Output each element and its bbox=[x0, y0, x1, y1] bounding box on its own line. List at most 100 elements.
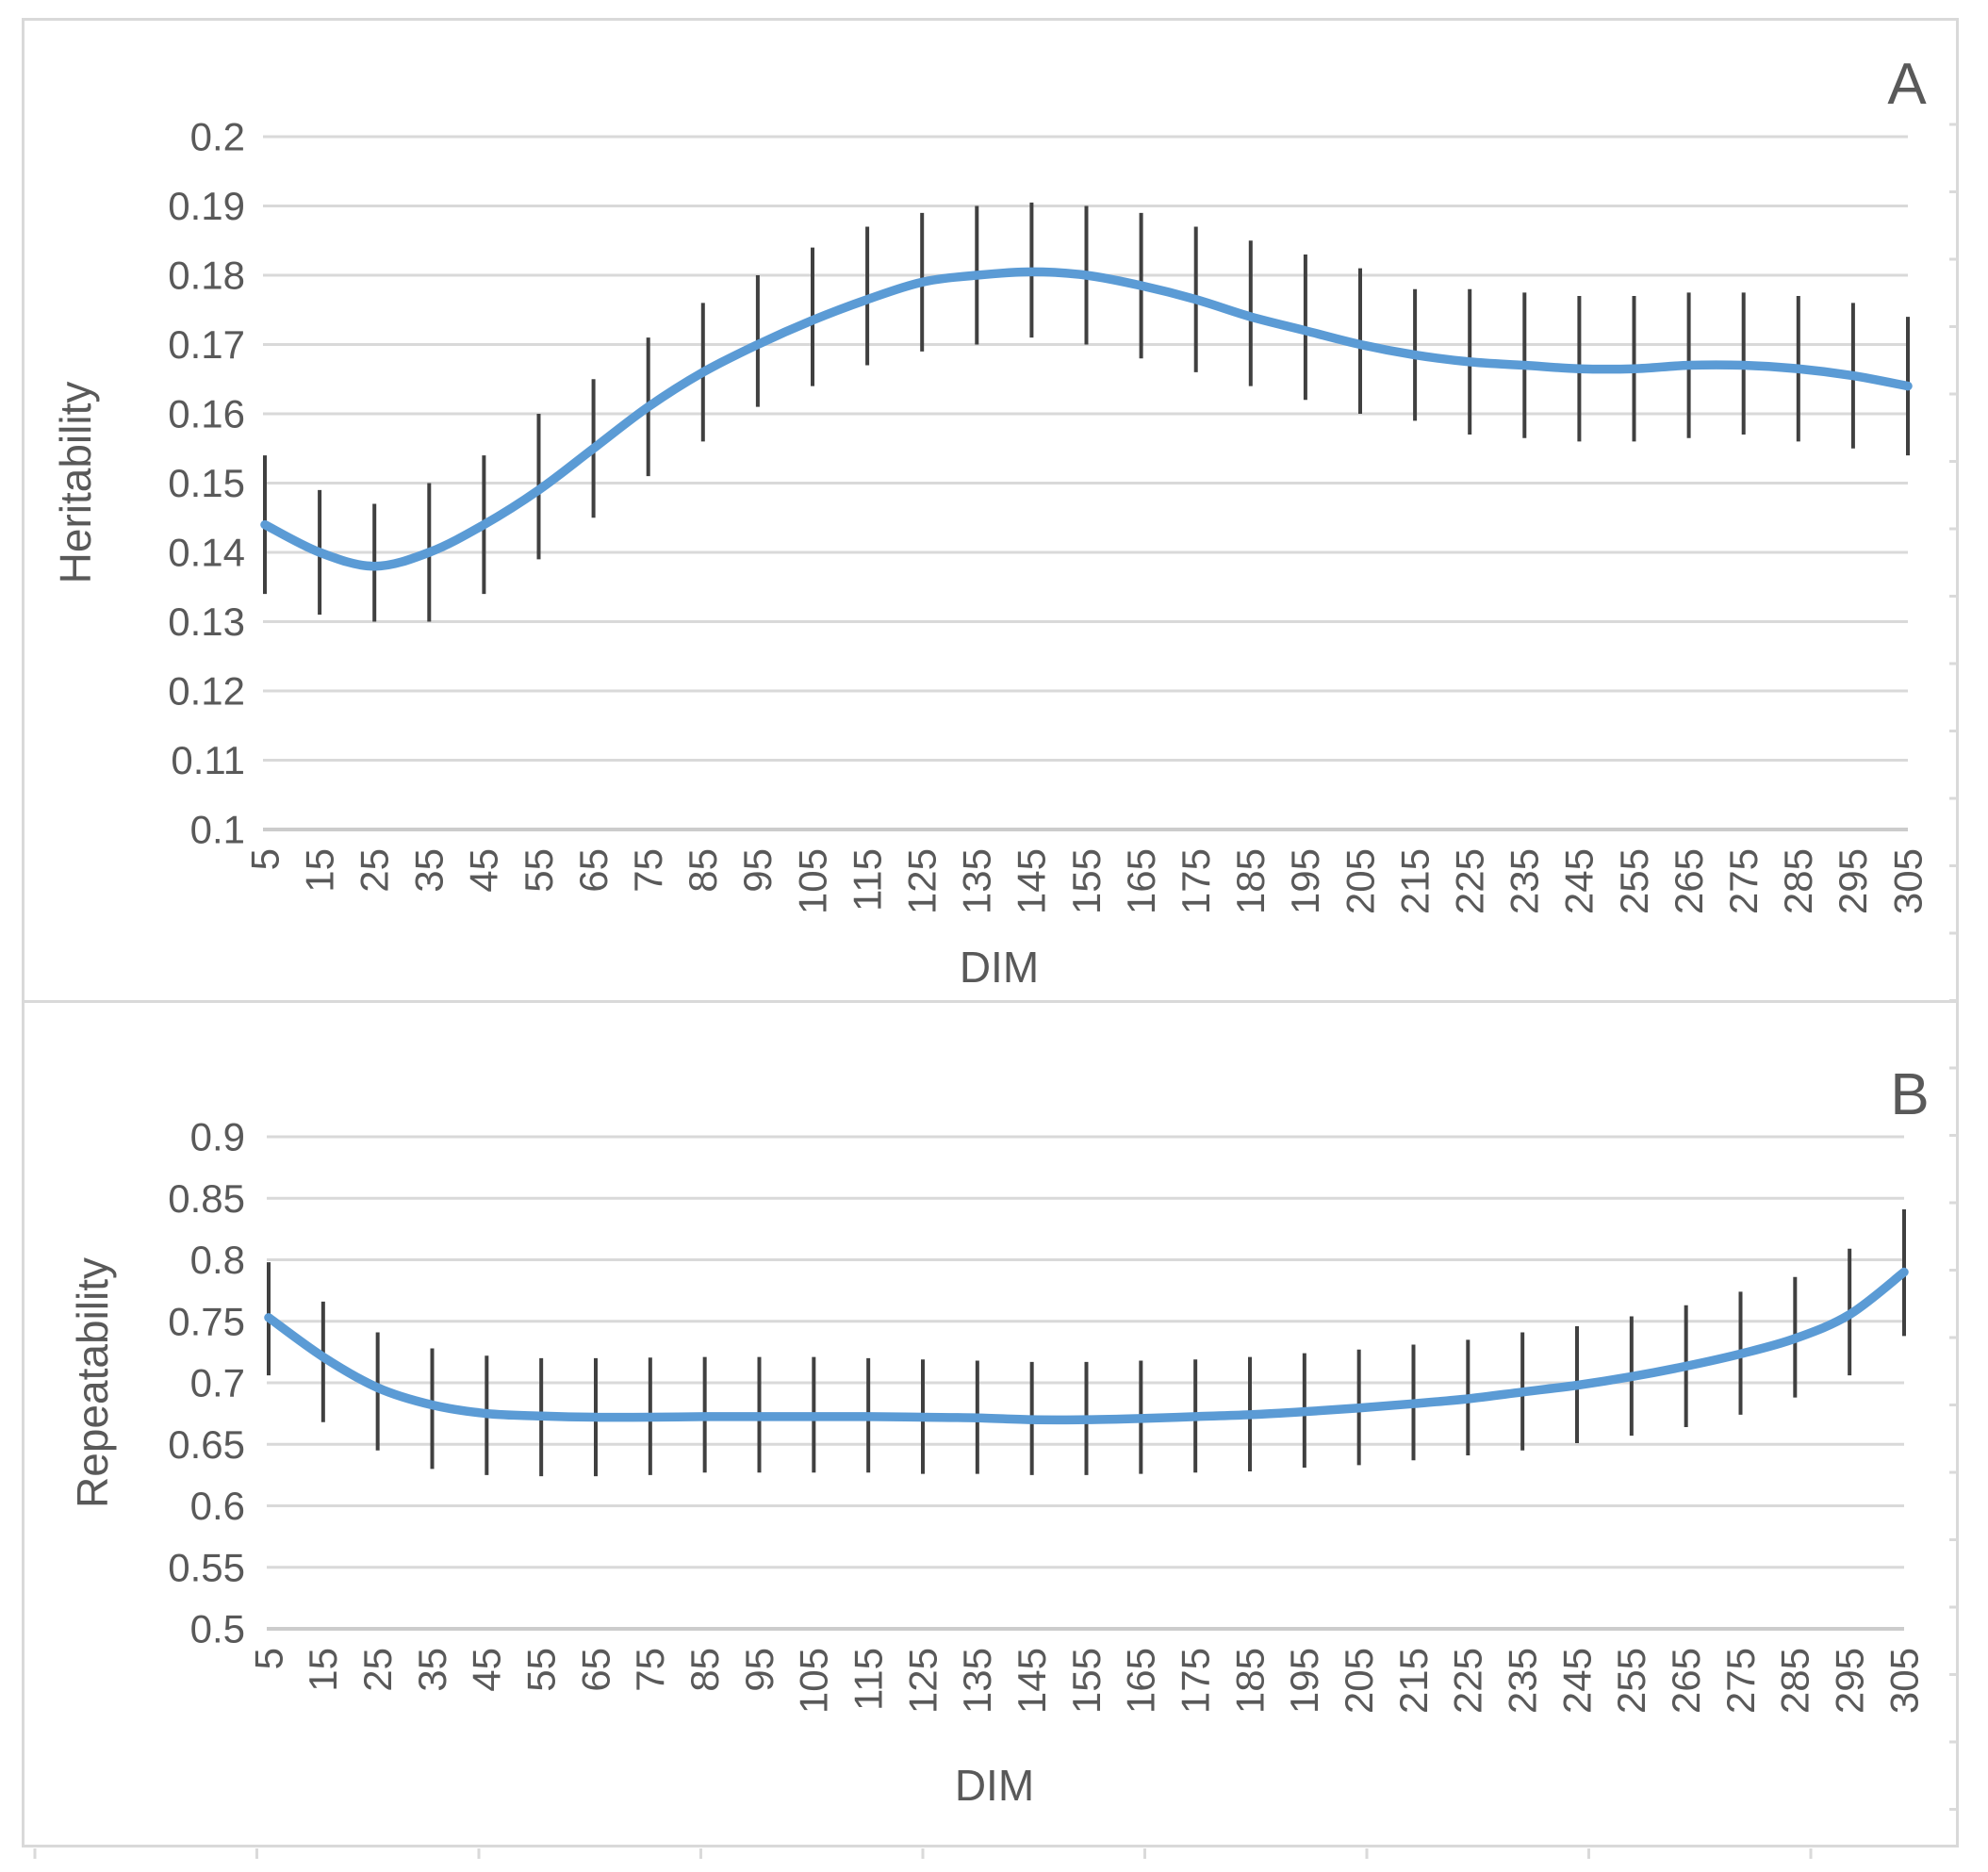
svg-text:105: 105 bbox=[790, 848, 834, 914]
panel-label-b: B bbox=[1890, 1062, 1929, 1127]
svg-text:5: 5 bbox=[246, 1648, 290, 1669]
svg-text:15: 15 bbox=[301, 1648, 345, 1692]
svg-text:0.15: 0.15 bbox=[168, 461, 245, 505]
svg-text:265: 265 bbox=[1664, 1648, 1708, 1714]
y-axis-title-b: Repeatability bbox=[68, 1257, 117, 1508]
svg-text:235: 235 bbox=[1503, 848, 1547, 914]
svg-text:195: 195 bbox=[1282, 1648, 1326, 1714]
svg-text:0.75: 0.75 bbox=[168, 1299, 245, 1343]
svg-text:255: 255 bbox=[1609, 1648, 1653, 1714]
svg-text:75: 75 bbox=[626, 848, 670, 893]
svg-text:0.13: 0.13 bbox=[168, 599, 245, 644]
svg-text:0.19: 0.19 bbox=[168, 184, 245, 228]
svg-text:95: 95 bbox=[735, 848, 780, 893]
svg-text:0.9: 0.9 bbox=[190, 1115, 245, 1159]
svg-text:125: 125 bbox=[899, 848, 944, 914]
svg-text:35: 35 bbox=[410, 1648, 454, 1692]
svg-text:275: 275 bbox=[1721, 848, 1766, 914]
svg-text:0.12: 0.12 bbox=[168, 669, 245, 714]
svg-text:135: 135 bbox=[955, 848, 999, 914]
svg-text:305: 305 bbox=[1885, 848, 1930, 914]
svg-text:45: 45 bbox=[462, 848, 506, 893]
svg-text:245: 245 bbox=[1557, 848, 1602, 914]
svg-text:15: 15 bbox=[297, 848, 341, 893]
svg-text:55: 55 bbox=[518, 1648, 563, 1692]
svg-text:185: 185 bbox=[1227, 1648, 1272, 1714]
svg-text:0.85: 0.85 bbox=[168, 1176, 245, 1221]
y-axis-title-a: Heritability bbox=[51, 382, 100, 584]
svg-text:245: 245 bbox=[1554, 1648, 1599, 1714]
svg-text:155: 155 bbox=[1064, 848, 1109, 914]
svg-text:225: 225 bbox=[1447, 848, 1491, 914]
svg-text:215: 215 bbox=[1391, 1648, 1436, 1714]
svg-text:235: 235 bbox=[1500, 1648, 1544, 1714]
x-tick-labels-a: 5 15 25 35 45 55 65 75 85 95 105 115 125 135 145 155 165… bbox=[242, 848, 1930, 914]
svg-text:265: 265 bbox=[1667, 848, 1711, 914]
series-line-a bbox=[260, 267, 1913, 571]
svg-text:205: 205 bbox=[1338, 848, 1382, 914]
svg-text:285: 285 bbox=[1776, 848, 1820, 914]
panel-divider bbox=[22, 1000, 1959, 1003]
sheet-gridline-ticks bbox=[33, 123, 1958, 1859]
svg-text:55: 55 bbox=[517, 848, 561, 893]
svg-text:285: 285 bbox=[1773, 1648, 1817, 1714]
svg-text:115: 115 bbox=[845, 848, 889, 911]
svg-text:0.6: 0.6 bbox=[190, 1484, 245, 1528]
svg-text:0.2: 0.2 bbox=[190, 115, 245, 159]
svg-text:75: 75 bbox=[628, 1648, 672, 1692]
svg-text:85: 85 bbox=[682, 1648, 727, 1692]
svg-text:0.17: 0.17 bbox=[168, 322, 245, 367]
svg-text:0.65: 0.65 bbox=[168, 1422, 245, 1467]
svg-text:65: 65 bbox=[573, 1648, 617, 1692]
svg-text:125: 125 bbox=[900, 1648, 945, 1714]
svg-text:0.18: 0.18 bbox=[168, 254, 245, 298]
svg-text:155: 155 bbox=[1064, 1648, 1109, 1714]
svg-text:25: 25 bbox=[352, 848, 396, 893]
svg-text:0.16: 0.16 bbox=[168, 392, 245, 436]
svg-text:85: 85 bbox=[681, 848, 725, 893]
svg-text:255: 255 bbox=[1612, 848, 1656, 914]
svg-text:175: 175 bbox=[1174, 848, 1218, 914]
svg-text:0.1: 0.1 bbox=[190, 808, 245, 852]
svg-text:0.5: 0.5 bbox=[190, 1607, 245, 1651]
x-tick-labels-b: 5 15 25 35 45 55 65 75 85 95 105 115 125 135 145 155 165… bbox=[246, 1648, 1926, 1714]
panel-label-a: A bbox=[1887, 52, 1927, 117]
svg-text:305: 305 bbox=[1881, 1648, 1926, 1714]
svg-text:5: 5 bbox=[242, 848, 287, 870]
svg-text:195: 195 bbox=[1283, 848, 1327, 914]
svg-text:0.55: 0.55 bbox=[168, 1545, 245, 1589]
x-axis-title-a: DIM bbox=[960, 943, 1039, 992]
svg-text:215: 215 bbox=[1392, 848, 1437, 914]
svg-text:115: 115 bbox=[846, 1648, 890, 1711]
svg-text:295: 295 bbox=[1831, 848, 1875, 914]
series-line-b bbox=[264, 1267, 1909, 1425]
svg-text:0.8: 0.8 bbox=[190, 1238, 245, 1282]
svg-text:185: 185 bbox=[1228, 848, 1273, 914]
svg-text:135: 135 bbox=[955, 1648, 999, 1714]
svg-text:105: 105 bbox=[792, 1648, 836, 1714]
svg-text:175: 175 bbox=[1173, 1648, 1217, 1714]
y-tick-labels-a: 0.2 0.19 0.18 0.17 0.16 0.15 0.14 0.13 0.12 0.11 0… bbox=[168, 115, 245, 852]
svg-text:165: 165 bbox=[1119, 1648, 1163, 1714]
svg-text:25: 25 bbox=[355, 1648, 400, 1692]
x-axis-title-b: DIM bbox=[955, 1761, 1034, 1810]
svg-text:0.7: 0.7 bbox=[190, 1361, 245, 1405]
svg-text:275: 275 bbox=[1718, 1648, 1763, 1714]
svg-text:0.11: 0.11 bbox=[171, 738, 245, 782]
svg-text:95: 95 bbox=[737, 1648, 781, 1692]
svg-text:225: 225 bbox=[1446, 1648, 1490, 1714]
svg-text:165: 165 bbox=[1119, 848, 1163, 914]
svg-text:0.14: 0.14 bbox=[168, 531, 245, 575]
y-tick-labels-b: 0.9 0.85 0.8 0.75 0.7 0.65 0.6 0.55 0.5 bbox=[168, 1115, 245, 1651]
svg-text:35: 35 bbox=[407, 848, 452, 893]
svg-text:205: 205 bbox=[1337, 1648, 1381, 1714]
svg-text:145: 145 bbox=[1010, 848, 1054, 914]
svg-text:45: 45 bbox=[465, 1648, 509, 1692]
error-bars-b bbox=[267, 1208, 1906, 1477]
svg-text:295: 295 bbox=[1827, 1648, 1871, 1714]
svg-text:65: 65 bbox=[571, 848, 616, 893]
